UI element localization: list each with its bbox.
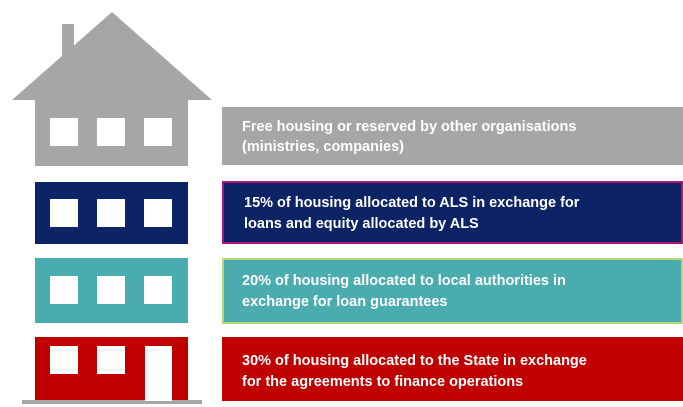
label-box xyxy=(223,182,682,243)
label-line: 30% of housing allocated to the State in… xyxy=(242,353,587,369)
label-line: exchange for loan guarantees xyxy=(242,294,447,310)
door xyxy=(145,346,172,401)
label-box xyxy=(222,107,683,165)
page: {"floors": [ {"lines": ["Free housing or… xyxy=(0,0,683,407)
label-line: for the agreements to finance operations xyxy=(242,374,523,390)
label-box xyxy=(222,337,683,401)
label-line: Free housing or reserved by other organi… xyxy=(242,119,576,135)
base xyxy=(22,400,202,404)
label-line: 20% of housing allocated to local author… xyxy=(242,273,566,289)
house xyxy=(12,12,212,404)
diagram: Free housing or reserved by other organi… xyxy=(0,0,683,407)
label-line: loans and equity allocated by ALS xyxy=(244,216,479,232)
label-line: (ministries, companies) xyxy=(242,139,404,155)
label-line: 15% of housing allocated to ALS in excha… xyxy=(244,195,580,211)
label-box xyxy=(223,259,682,323)
